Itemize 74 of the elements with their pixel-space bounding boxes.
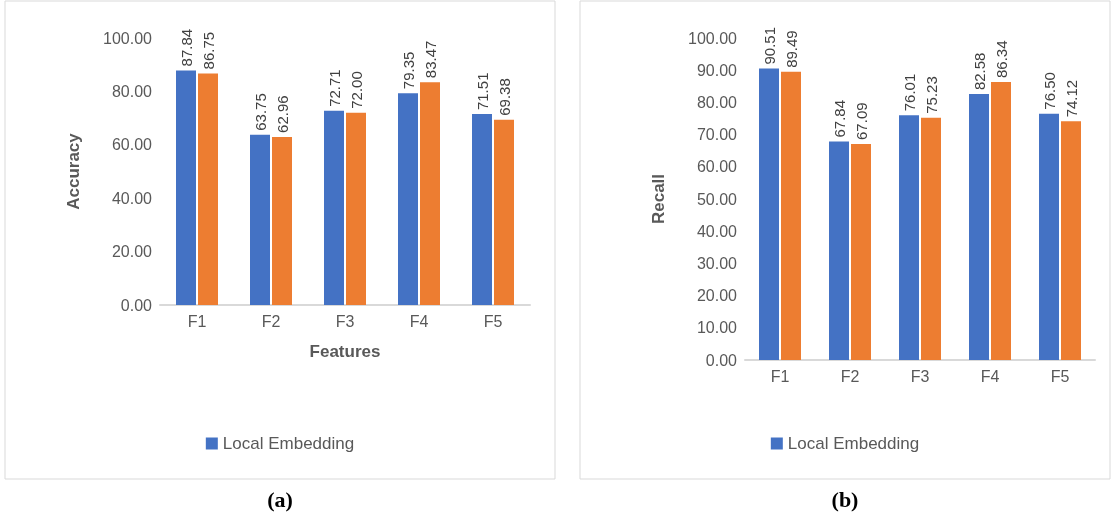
data-label: 83.47	[421, 40, 439, 79]
y-tick-label: 20.00	[111, 243, 153, 261]
x-tick-label: F2	[261, 312, 281, 330]
data-label: 87.84	[177, 28, 195, 67]
data-label: 74.12	[1062, 79, 1080, 118]
bar	[398, 93, 418, 305]
legend-label: Local Embedding	[222, 434, 355, 453]
data-label: 62.96	[273, 95, 291, 133]
y-tick-label: 40.00	[696, 222, 738, 240]
x-axis-title: Features	[309, 342, 381, 361]
bar	[1061, 121, 1081, 360]
data-label: 86.75	[199, 31, 217, 70]
bar	[781, 71, 801, 360]
data-label: 76.50	[1040, 72, 1058, 110]
bar	[851, 143, 871, 360]
x-tick-label: F3	[335, 312, 355, 330]
y-tick-label: 70.00	[696, 126, 738, 144]
data-label: 90.51	[760, 27, 778, 65]
bar	[472, 114, 492, 305]
bar	[969, 94, 989, 360]
y-tick-label: 40.00	[111, 189, 153, 207]
y-tick-label: 80.00	[696, 93, 738, 111]
x-tick-label: F1	[187, 312, 207, 330]
y-tick-label: 90.00	[696, 61, 738, 79]
data-label: 76.01	[900, 73, 918, 112]
bar	[324, 110, 344, 305]
x-tick-label: F3	[910, 367, 930, 385]
data-label: 71.51	[473, 72, 491, 111]
x-tick-label: F5	[1050, 367, 1070, 385]
bar	[1039, 113, 1059, 360]
y-tick-label: 80.00	[111, 82, 153, 100]
legend-label: Local Embedding	[787, 434, 920, 453]
y-tick-label: 50.00	[696, 190, 738, 208]
data-label: 67.84	[830, 100, 848, 138]
bar	[198, 73, 218, 305]
data-label: 72.00	[347, 71, 365, 109]
x-tick-label: F4	[980, 367, 1000, 385]
y-axis-title: Accuracy	[64, 132, 83, 210]
data-label: 86.34	[992, 40, 1010, 78]
bar	[250, 134, 270, 305]
data-label: 89.49	[782, 30, 800, 68]
y-tick-label: 30.00	[696, 254, 738, 272]
y-tick-label: 0.00	[120, 296, 153, 314]
x-tick-label: F4	[409, 312, 429, 330]
y-tick-label: 100.00	[688, 29, 738, 47]
data-label: 82.58	[970, 52, 988, 91]
y-tick-label: 0.00	[705, 351, 738, 369]
y-tick-label: 60.00	[111, 136, 153, 154]
y-tick-label: 60.00	[696, 158, 738, 176]
y-tick-label: 20.00	[696, 287, 738, 305]
text: (a)	[267, 486, 293, 512]
bar	[991, 81, 1011, 360]
x-tick-label: F1	[770, 367, 790, 385]
bar	[420, 82, 440, 305]
y-axis-title: Recall	[649, 173, 668, 225]
bar	[494, 119, 514, 305]
bar	[346, 112, 366, 305]
bar	[829, 141, 849, 360]
bar	[921, 117, 941, 360]
data-label: 69.38	[495, 78, 513, 116]
data-label: 72.71	[325, 69, 343, 107]
y-tick-label: 10.00	[696, 319, 738, 337]
x-tick-label: F5	[483, 312, 503, 330]
x-tick-label: F2	[840, 367, 860, 385]
data-label: 63.75	[251, 93, 269, 131]
bar	[759, 68, 779, 360]
text: (b)	[831, 486, 859, 512]
bar	[272, 136, 292, 305]
bar	[176, 70, 196, 305]
data-label: 75.23	[922, 76, 940, 114]
bar	[899, 115, 919, 360]
y-tick-label: 100.00	[103, 29, 153, 47]
data-label: 79.35	[399, 51, 417, 90]
data-label: 67.09	[852, 102, 870, 140]
